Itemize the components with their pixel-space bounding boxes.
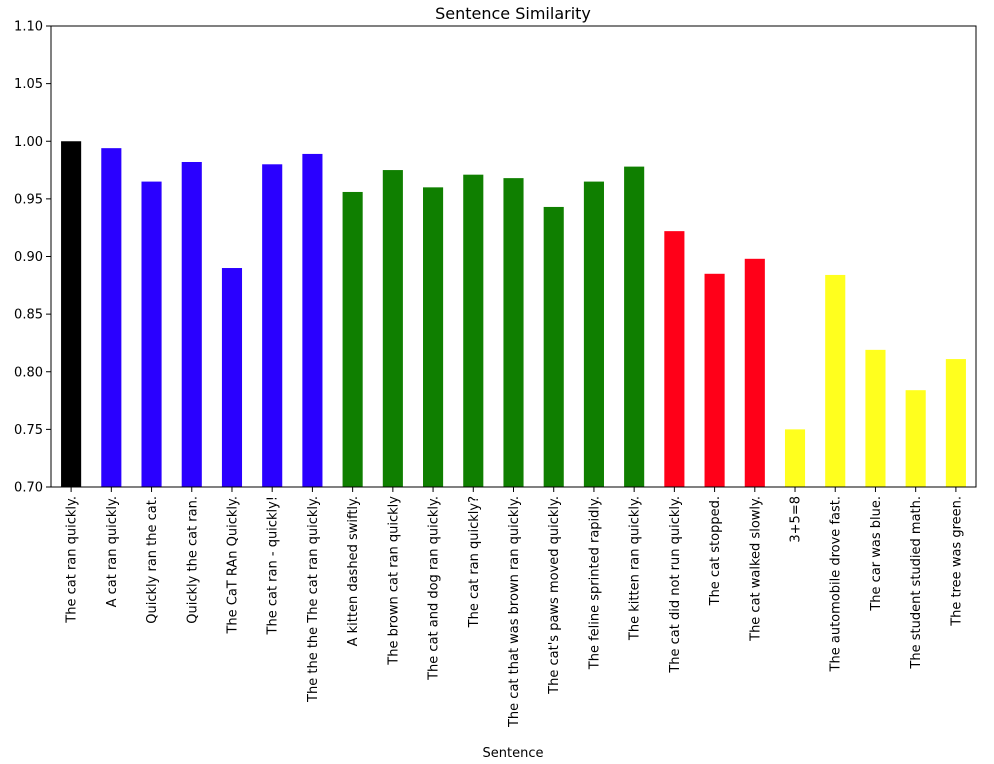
x-tick-label: The cat ran quickly.: [65, 496, 80, 624]
x-tick-label: Quickly the cat ran.: [185, 496, 200, 624]
y-tick-label: 0.75: [14, 423, 43, 438]
bar: [865, 349, 886, 487]
y-tick-label: 0.90: [14, 250, 43, 265]
x-tick-label: The cat walked slowly.: [748, 496, 763, 642]
y-tick-label: 0.70: [14, 481, 43, 496]
y-tick-label: 0.95: [14, 192, 43, 207]
y-tick-label: 1.05: [14, 77, 43, 92]
bar: [503, 178, 524, 487]
bar: [704, 273, 725, 487]
bar: [664, 231, 685, 487]
y-tick-label: 0.85: [14, 308, 43, 323]
bar: [302, 153, 323, 488]
x-axis: The cat ran quickly. A cat ran quickly. Qu…: [65, 487, 964, 728]
x-tick-label: A kitten dashed swiftly.: [346, 496, 361, 646]
bar: [262, 164, 283, 488]
bar: [463, 174, 484, 488]
bar: [423, 187, 444, 487]
x-tick-label: The brown cat ran quickly: [386, 496, 401, 666]
x-tick-label: The cat did not run quickly.: [668, 496, 683, 674]
bar: [583, 181, 604, 487]
bar: [624, 166, 645, 488]
x-tick-label: The the the The cat ran quickly.: [306, 496, 321, 703]
bar: [825, 274, 846, 487]
x-tick-label: The cat stopped.: [708, 496, 723, 606]
x-tick-label: The student studied math.: [909, 496, 924, 670]
x-axis-label: Sentence: [483, 746, 544, 761]
x-tick-label: The cat's paws moved quickly.: [547, 496, 562, 695]
y-tick-label: 0.80: [14, 365, 43, 380]
bars: [61, 141, 966, 488]
bar: [945, 359, 966, 487]
bar: [342, 191, 363, 487]
x-tick-label: The cat ran quickly?: [467, 496, 482, 628]
bar: [221, 268, 243, 487]
x-tick-label: The cat that was brown ran quickly.: [507, 496, 522, 728]
x-tick-label: The feline sprinted rapidly.: [587, 496, 602, 670]
x-tick-label: The car was blue.: [869, 496, 884, 612]
bar: [744, 258, 765, 487]
bar: [784, 429, 806, 487]
bar: [61, 141, 82, 487]
y-tick-label: 1.00: [14, 135, 43, 150]
x-tick-label: The cat ran - quickly!: [266, 496, 281, 635]
bar: [141, 181, 162, 487]
x-tick-label: The cat and dog ran quickly.: [427, 496, 442, 681]
x-tick-label: The CaT RAn Quickly.: [225, 496, 240, 635]
bar: [543, 206, 564, 487]
chart-title: Sentence Similarity: [435, 4, 591, 23]
x-tick-label: The tree was green.: [949, 496, 964, 627]
x-tick-label: The kitten ran quickly.: [628, 496, 643, 641]
bar: [181, 161, 202, 487]
y-axis: 0.70 0.75 0.80 0.85 0.90 0.95 1.00 1.05 1.10: [14, 20, 51, 496]
x-tick-label: A cat ran quickly.: [105, 496, 120, 607]
x-tick-label: Quickly ran the cat.: [145, 496, 160, 624]
x-tick-label: 3+5=8: [789, 496, 804, 543]
bar: [101, 148, 122, 488]
y-tick-label: 1.10: [14, 20, 43, 35]
bar: [382, 170, 403, 487]
bar: [905, 390, 926, 487]
plot-frame: [50, 25, 977, 488]
x-tick-label: The automobile drove fast.: [829, 496, 844, 672]
